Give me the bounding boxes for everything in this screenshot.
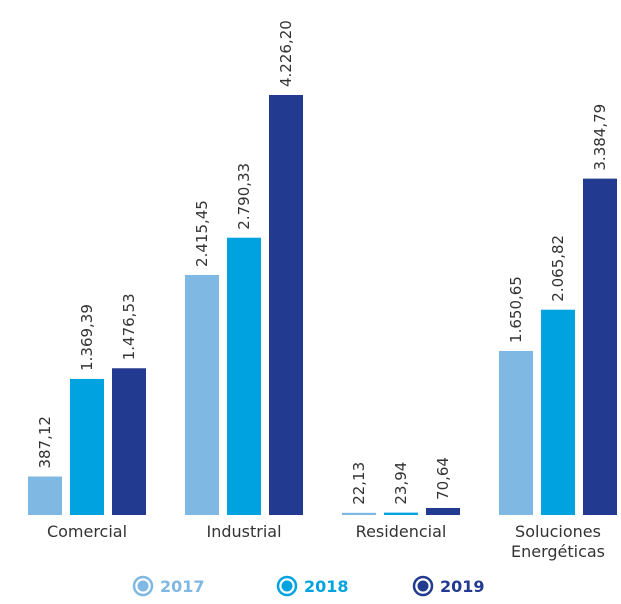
data-label-2019-0: 1.476,53 (120, 293, 138, 360)
bar-2017-0 (28, 476, 62, 515)
legend-marker-2019 (412, 575, 434, 597)
bar-2019-0 (112, 368, 146, 515)
category-label-1: Industrial (206, 522, 281, 541)
bar-2019-1 (269, 95, 303, 515)
legend-item-2017: 2017 (132, 575, 205, 597)
legend-marker-dot-2017 (137, 580, 149, 592)
category-label-3: Soluciones (515, 522, 601, 541)
legend-marker-dot-2019 (417, 580, 429, 592)
data-label-2017-1: 2.415,45 (193, 200, 211, 267)
bar-2017-3 (499, 350, 533, 515)
data-label-2019-2: 70,64 (434, 457, 452, 500)
data-label-2017-2: 22,13 (350, 462, 368, 505)
legend-item-2018: 2018 (276, 575, 349, 597)
data-label-2018-0: 1.369,39 (78, 304, 96, 371)
legend-label-2017: 2017 (160, 577, 205, 596)
bar-2019-2 (426, 507, 460, 515)
legend-marker-2017 (132, 575, 154, 597)
bar-2017-1 (185, 274, 219, 515)
legend-marker-dot-2018 (281, 580, 293, 592)
bar-2019-3 (583, 178, 617, 515)
legend-label-2019: 2019 (440, 577, 485, 596)
data-label-2018-3: 2.065,82 (549, 235, 567, 302)
data-label-2019-1: 4.226,20 (277, 20, 295, 87)
data-label-2017-0: 387,12 (36, 416, 54, 469)
bar-2018-0 (70, 378, 104, 515)
bar-2018-1 (227, 237, 261, 515)
data-label-2018-2: 23,94 (392, 462, 410, 505)
legend-marker-2018 (276, 575, 298, 597)
category-label-0: Comercial (47, 522, 127, 541)
data-label-2017-3: 1.650,65 (507, 276, 525, 343)
legend-label-2018: 2018 (304, 577, 349, 596)
legend-item-2019: 2019 (412, 575, 485, 597)
bar-2017-2 (342, 512, 376, 515)
data-label-2019-3: 3.384,79 (591, 104, 609, 171)
category-label-2: Residencial (356, 522, 447, 541)
category-label-3: Energéticas (511, 542, 605, 561)
bar-2018-2 (384, 512, 418, 515)
data-label-2018-1: 2.790,33 (235, 163, 253, 230)
bar-2018-3 (541, 309, 575, 515)
